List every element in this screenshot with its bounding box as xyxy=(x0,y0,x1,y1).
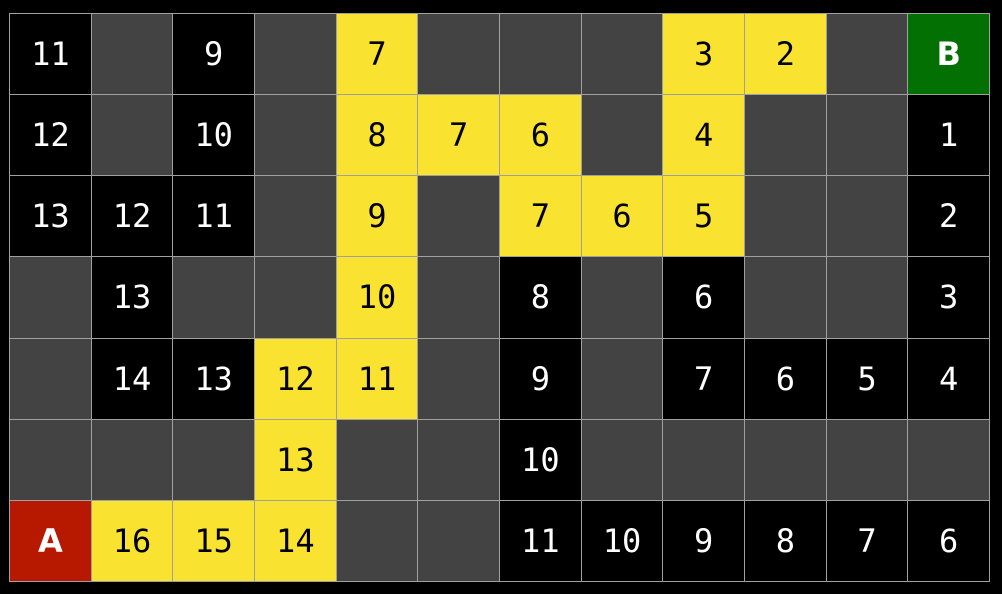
open-cell[interactable]: 10 xyxy=(581,500,664,582)
maze-grid: 11 9 7 3 2 B 12 10 8 7 6 4 1 13 12 11 9 7 6 5 2 13 10 8 6 3 14 13 12… xyxy=(9,13,990,582)
wall-cell[interactable] xyxy=(254,14,337,96)
open-cell[interactable]: 8 xyxy=(499,257,582,339)
wall-cell[interactable] xyxy=(908,419,990,501)
wall-cell[interactable] xyxy=(663,419,745,501)
wall-cell[interactable] xyxy=(91,419,174,501)
open-cell[interactable]: 4 xyxy=(908,338,990,420)
wall-cell[interactable] xyxy=(826,14,909,96)
open-cell[interactable]: 11 xyxy=(10,14,92,96)
wall-cell[interactable] xyxy=(418,257,500,339)
wall-cell[interactable] xyxy=(581,257,664,339)
wall-cell[interactable] xyxy=(254,257,337,339)
wall-cell[interactable] xyxy=(10,338,92,420)
path-cell[interactable]: 5 xyxy=(663,176,745,258)
wall-cell[interactable] xyxy=(581,419,664,501)
wall-cell[interactable] xyxy=(744,176,827,258)
path-cell[interactable]: 11 xyxy=(336,338,419,420)
wall-cell[interactable] xyxy=(418,500,500,582)
path-cell[interactable]: 13 xyxy=(254,419,337,501)
path-cell[interactable]: 12 xyxy=(254,338,337,420)
open-cell[interactable]: 2 xyxy=(908,176,990,258)
wall-cell[interactable] xyxy=(581,95,664,177)
open-cell[interactable]: 5 xyxy=(826,338,909,420)
open-cell[interactable]: 1 xyxy=(908,95,990,177)
wall-cell[interactable] xyxy=(581,338,664,420)
wall-cell[interactable] xyxy=(418,14,500,96)
open-cell[interactable]: 12 xyxy=(10,95,92,177)
wall-cell[interactable] xyxy=(826,176,909,258)
open-cell[interactable]: 11 xyxy=(499,500,582,582)
open-cell[interactable]: 6 xyxy=(908,500,990,582)
path-cell[interactable]: 7 xyxy=(336,14,419,96)
path-cell[interactable]: 16 xyxy=(91,500,174,582)
path-cell[interactable]: 4 xyxy=(663,95,745,177)
open-cell[interactable]: 6 xyxy=(744,338,827,420)
open-cell[interactable]: 8 xyxy=(744,500,827,582)
open-cell[interactable]: 13 xyxy=(91,257,174,339)
wall-cell[interactable] xyxy=(91,95,174,177)
wall-cell[interactable] xyxy=(581,14,664,96)
open-cell[interactable]: 7 xyxy=(826,500,909,582)
open-cell[interactable]: 13 xyxy=(10,176,92,258)
path-cell[interactable]: 7 xyxy=(418,95,500,177)
path-cell[interactable]: 3 xyxy=(663,14,745,96)
path-cell[interactable]: 7 xyxy=(499,176,582,258)
wall-cell[interactable] xyxy=(418,176,500,258)
wall-cell[interactable] xyxy=(254,95,337,177)
path-cell[interactable]: 6 xyxy=(581,176,664,258)
wall-cell[interactable] xyxy=(499,14,582,96)
wall-cell[interactable] xyxy=(336,500,419,582)
path-cell[interactable]: 8 xyxy=(336,95,419,177)
open-cell[interactable]: 13 xyxy=(173,338,255,420)
wall-cell[interactable] xyxy=(744,95,827,177)
wall-cell[interactable] xyxy=(826,95,909,177)
open-cell[interactable]: 9 xyxy=(173,14,255,96)
wall-cell[interactable] xyxy=(744,419,827,501)
open-cell[interactable]: 10 xyxy=(499,419,582,501)
open-cell[interactable]: 10 xyxy=(173,95,255,177)
open-cell[interactable]: 14 xyxy=(91,338,174,420)
wall-cell[interactable] xyxy=(254,176,337,258)
wall-cell[interactable] xyxy=(826,419,909,501)
path-cell[interactable]: 6 xyxy=(499,95,582,177)
wall-cell[interactable] xyxy=(91,14,174,96)
wall-cell[interactable] xyxy=(418,419,500,501)
open-cell[interactable]: 7 xyxy=(663,338,745,420)
start-cell[interactable]: A xyxy=(10,500,92,582)
wall-cell[interactable] xyxy=(173,257,255,339)
wall-cell[interactable] xyxy=(744,257,827,339)
wall-cell[interactable] xyxy=(10,419,92,501)
wall-cell[interactable] xyxy=(173,419,255,501)
path-cell[interactable]: 10 xyxy=(336,257,419,339)
open-cell[interactable]: 9 xyxy=(499,338,582,420)
path-cell[interactable]: 2 xyxy=(744,14,827,96)
wall-cell[interactable] xyxy=(336,419,419,501)
open-cell[interactable]: 12 xyxy=(91,176,174,258)
path-cell[interactable]: 14 xyxy=(254,500,337,582)
end-cell[interactable]: B xyxy=(908,14,990,96)
wall-cell[interactable] xyxy=(826,257,909,339)
open-cell[interactable]: 6 xyxy=(663,257,745,339)
path-cell[interactable]: 15 xyxy=(173,500,255,582)
open-cell[interactable]: 3 xyxy=(908,257,990,339)
open-cell[interactable]: 9 xyxy=(663,500,745,582)
open-cell[interactable]: 11 xyxy=(173,176,255,258)
path-cell[interactable]: 9 xyxy=(336,176,419,258)
wall-cell[interactable] xyxy=(418,338,500,420)
wall-cell[interactable] xyxy=(10,257,92,339)
